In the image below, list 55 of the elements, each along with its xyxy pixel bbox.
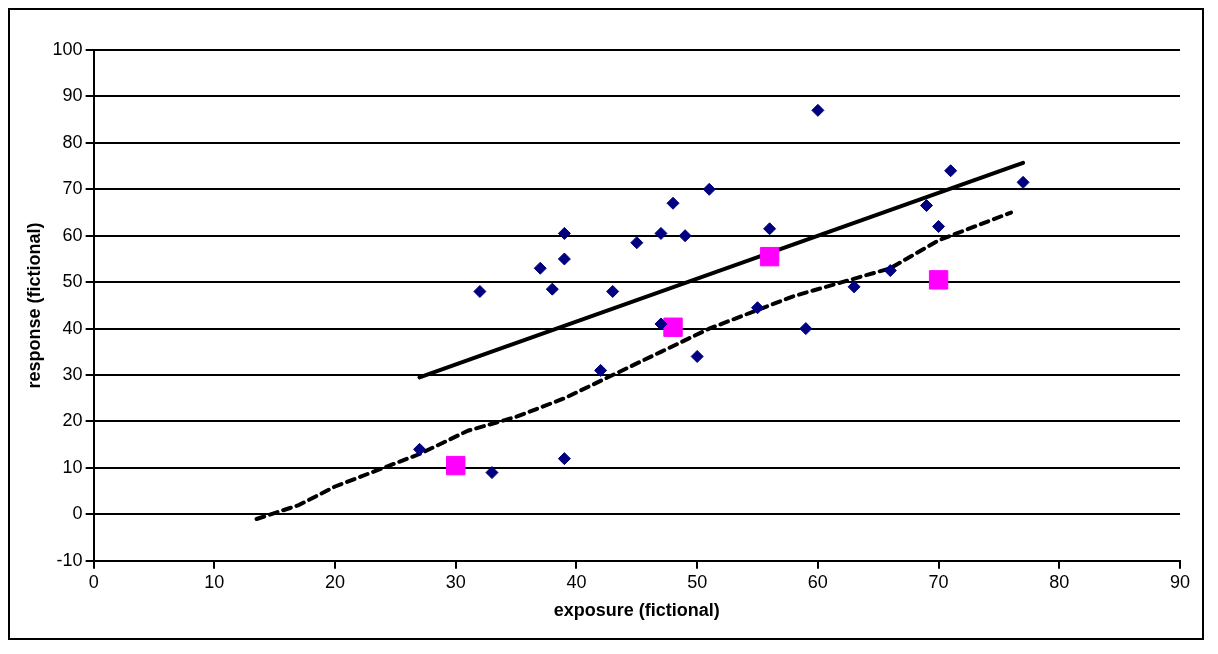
x-tick-label: 80: [1049, 571, 1070, 592]
y-tick-label: 50: [62, 271, 83, 292]
point: [413, 442, 427, 456]
point: [702, 182, 716, 196]
point: [663, 317, 683, 337]
point: [847, 280, 861, 294]
point: [666, 196, 680, 210]
point: [883, 264, 897, 278]
x-tick-label: 10: [204, 571, 225, 592]
point: [557, 252, 571, 266]
x-axis-title: exposure (fictional): [553, 600, 720, 621]
y-tick-label: 60: [62, 224, 83, 245]
point: [654, 226, 668, 240]
x-tick-label: 60: [807, 571, 828, 592]
point: [759, 246, 780, 267]
point: [763, 222, 777, 236]
point: [920, 199, 934, 213]
point: [654, 317, 668, 331]
x-tick-label: 40: [566, 571, 587, 592]
x-tick-label: 0: [88, 571, 99, 592]
point: [594, 363, 608, 377]
y-tick-label: 90: [62, 85, 83, 106]
point: [473, 284, 487, 298]
y-tick-label: 30: [62, 364, 83, 385]
point: [533, 261, 547, 275]
point: [928, 270, 949, 290]
point: [690, 349, 704, 363]
y-tick-label: -10: [56, 549, 83, 570]
point: [932, 219, 946, 233]
y-tick-label: 20: [62, 410, 83, 431]
y-tick-label: 70: [62, 178, 83, 199]
point: [545, 282, 559, 296]
x-tick-label: 70: [928, 571, 949, 592]
point: [751, 301, 765, 315]
point: [944, 164, 958, 178]
y-tick-label: 100: [52, 38, 83, 59]
point: [557, 226, 571, 240]
x-tick-label: 50: [687, 571, 708, 592]
x-tick-label: 30: [445, 571, 466, 592]
x-tick-label: 20: [325, 571, 346, 592]
point: [557, 452, 571, 466]
point: [811, 103, 825, 117]
y-tick-label: 40: [62, 317, 83, 338]
y-tick-label: 80: [62, 131, 83, 152]
point: [630, 236, 644, 250]
y-tick-label: 0: [72, 503, 83, 524]
y-axis-title: response (fictional): [23, 222, 44, 389]
y-tick-label: 10: [62, 456, 83, 477]
point: [799, 322, 813, 336]
point: [446, 455, 466, 476]
point: [606, 284, 620, 298]
x-tick-label: 90: [1169, 571, 1191, 592]
point: [1016, 175, 1030, 189]
point: [485, 466, 499, 480]
point: [678, 229, 692, 243]
